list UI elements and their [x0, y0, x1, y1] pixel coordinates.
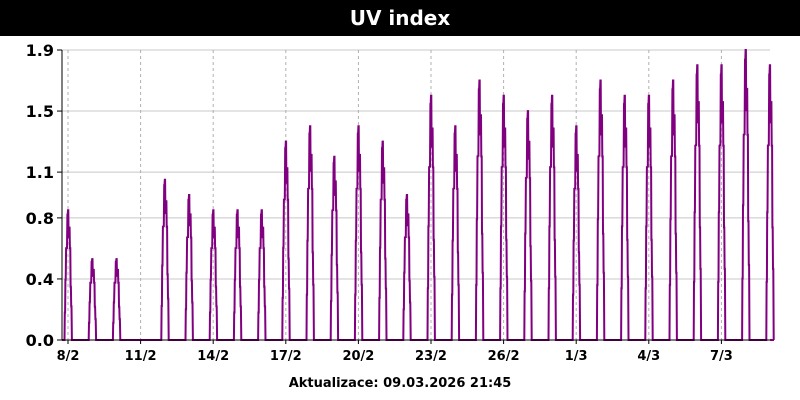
series-uv — [62, 49, 775, 341]
daily-peak-point — [67, 209, 69, 212]
series-line — [62, 49, 775, 341]
daily-peak-point — [527, 110, 529, 112]
daily-peak-point — [478, 79, 481, 82]
x-tick-label: 17/2 — [270, 349, 302, 364]
daily-peak-point — [599, 79, 602, 82]
y-tick-label: 1.1 — [26, 163, 54, 182]
x-tick-labels: 8/2 11/2 14/2 17/2 20/2 23/2 26/2 1/3 4/3 7/3 — [57, 349, 733, 364]
update-label: Aktualizace: — [288, 376, 379, 391]
daily-peak-point — [188, 194, 190, 196]
y-tick-labels: 0.0 0.4 0.8 1.1 1.5 1.9 — [26, 41, 54, 350]
x-tick-label: 1/3 — [565, 349, 588, 364]
daily-peak-point — [720, 64, 723, 67]
x-tick-label: 14/2 — [197, 349, 229, 364]
daily-peak-point — [406, 194, 408, 196]
y-tick-label: 0.4 — [26, 270, 54, 289]
daily-peak-point — [575, 125, 577, 128]
chart-title: UV index — [0, 0, 800, 36]
x-tick-label: 4/3 — [637, 349, 660, 364]
daily-peak-point — [672, 79, 674, 82]
daily-peak-point — [648, 94, 650, 97]
daily-peak-point — [551, 94, 553, 97]
daily-peak-point — [381, 140, 384, 143]
update-timestamp: 09.03.2026 21:45 — [383, 376, 512, 391]
y-tick-label: 1.5 — [26, 102, 54, 121]
daily-peak-point — [357, 125, 360, 128]
uv-index-chart: 0.0 0.4 0.8 1.1 1.5 1.9 8/2 11/2 14/2 17/2 20/2 23… — [26, 41, 775, 364]
daily-peak-point — [769, 64, 771, 67]
x-tick-label: 23/2 — [415, 349, 447, 364]
daily-peak-point — [285, 140, 287, 143]
daily-peak-point — [430, 94, 432, 97]
daily-peak-point — [115, 258, 118, 260]
daily-peak-point — [333, 156, 336, 158]
daily-peak-point — [309, 125, 311, 128]
x-tick-label: 8/2 — [57, 349, 80, 364]
x-tick-label: 7/3 — [710, 349, 733, 364]
daily-peak-point — [164, 178, 166, 181]
daily-peak-point — [260, 209, 263, 212]
footer: Aktualizace: 09.03.2026 21:45 — [0, 376, 800, 391]
daily-peak-point — [212, 209, 214, 212]
axes — [57, 49, 770, 344]
x-tick-label: 11/2 — [125, 349, 157, 364]
daily-peak-point — [696, 64, 698, 67]
daily-peak-point — [91, 258, 93, 260]
daily-peak-point — [744, 49, 747, 51]
x-tick-label: 26/2 — [488, 349, 520, 364]
y-tick-label: 0.8 — [26, 209, 54, 228]
y-tick-label: 0.0 — [26, 331, 54, 350]
x-tick-label: 20/2 — [342, 349, 374, 364]
daily-peak-point — [454, 125, 457, 128]
daily-peak-point — [502, 94, 505, 97]
y-tick-label: 1.9 — [26, 41, 54, 60]
daily-peak-point — [623, 94, 626, 97]
daily-peak-point — [236, 209, 239, 212]
chart-title-text: UV index — [349, 6, 451, 30]
